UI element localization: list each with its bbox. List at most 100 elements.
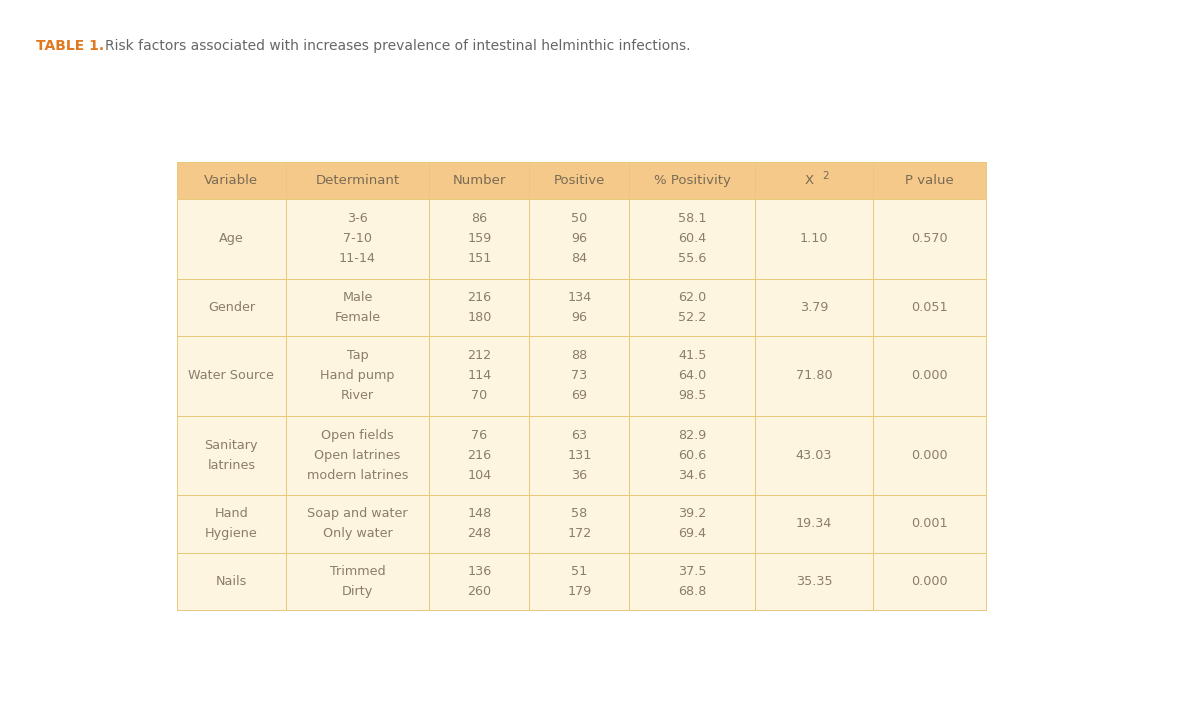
Text: Water Source: Water Source bbox=[189, 369, 275, 383]
Bar bbox=[529, 278, 629, 336]
Text: % Positivity: % Positivity bbox=[654, 175, 731, 187]
Bar bbox=[177, 278, 285, 336]
Text: 212
114
70: 212 114 70 bbox=[467, 350, 492, 402]
Bar bbox=[177, 416, 285, 495]
Text: 63
131
36: 63 131 36 bbox=[567, 429, 591, 482]
Bar bbox=[873, 163, 986, 199]
Bar bbox=[756, 336, 873, 416]
Bar bbox=[177, 163, 285, 199]
Bar bbox=[285, 336, 430, 416]
Bar bbox=[529, 199, 629, 278]
Bar bbox=[629, 278, 756, 336]
Text: Variable: Variable bbox=[204, 175, 258, 187]
Bar bbox=[177, 495, 285, 553]
Text: Hand
Hygiene: Hand Hygiene bbox=[205, 508, 258, 540]
Text: 0.000: 0.000 bbox=[911, 449, 948, 462]
Text: 37.5
68.8: 37.5 68.8 bbox=[678, 565, 707, 598]
Bar bbox=[285, 495, 430, 553]
Bar bbox=[756, 416, 873, 495]
Bar bbox=[873, 278, 986, 336]
Text: 216
180: 216 180 bbox=[467, 291, 492, 324]
Text: 76
216
104: 76 216 104 bbox=[467, 429, 492, 482]
Text: 0.051: 0.051 bbox=[911, 301, 948, 314]
Text: Positive: Positive bbox=[554, 175, 605, 187]
Bar bbox=[285, 416, 430, 495]
Text: Nails: Nails bbox=[216, 575, 247, 588]
Text: 58.1
60.4
55.6: 58.1 60.4 55.6 bbox=[678, 212, 707, 266]
Bar bbox=[629, 336, 756, 416]
Bar bbox=[756, 495, 873, 553]
Text: 3-6
7-10
11-14: 3-6 7-10 11-14 bbox=[339, 212, 376, 266]
Bar bbox=[430, 553, 529, 611]
Bar bbox=[285, 553, 430, 611]
Bar bbox=[873, 416, 986, 495]
Text: P value: P value bbox=[905, 175, 954, 187]
Text: 71.80: 71.80 bbox=[796, 369, 832, 383]
Bar bbox=[430, 278, 529, 336]
Bar bbox=[177, 199, 285, 278]
Text: 134
96: 134 96 bbox=[567, 291, 591, 324]
Bar bbox=[430, 199, 529, 278]
Text: Male
Female: Male Female bbox=[334, 291, 381, 324]
Bar bbox=[873, 553, 986, 611]
Text: Age: Age bbox=[219, 232, 244, 245]
Text: X: X bbox=[805, 175, 814, 187]
Text: Determinant: Determinant bbox=[315, 175, 400, 187]
Text: 62.0
52.2: 62.0 52.2 bbox=[678, 291, 707, 324]
Text: 82.9
60.6
34.6: 82.9 60.6 34.6 bbox=[678, 429, 707, 482]
Text: 0.570: 0.570 bbox=[911, 232, 948, 245]
Bar bbox=[629, 416, 756, 495]
Bar bbox=[430, 163, 529, 199]
Text: Open fields
Open latrines
modern latrines: Open fields Open latrines modern latrine… bbox=[307, 429, 408, 482]
Bar bbox=[529, 163, 629, 199]
Text: 0.000: 0.000 bbox=[911, 369, 948, 383]
Bar bbox=[529, 495, 629, 553]
Text: TABLE 1.: TABLE 1. bbox=[36, 39, 104, 53]
Text: 0.000: 0.000 bbox=[911, 575, 948, 588]
Text: 51
179: 51 179 bbox=[567, 565, 591, 598]
Text: 2: 2 bbox=[821, 172, 829, 182]
Bar bbox=[873, 336, 986, 416]
Text: 50
96
84: 50 96 84 bbox=[571, 212, 587, 266]
Bar bbox=[430, 336, 529, 416]
Bar bbox=[177, 336, 285, 416]
Bar bbox=[873, 495, 986, 553]
Text: 35.35: 35.35 bbox=[796, 575, 832, 588]
Bar bbox=[629, 553, 756, 611]
Text: 88
73
69: 88 73 69 bbox=[571, 350, 587, 402]
Bar bbox=[430, 495, 529, 553]
Bar bbox=[177, 553, 285, 611]
Bar bbox=[629, 199, 756, 278]
Bar bbox=[629, 163, 756, 199]
Text: Risk factors associated with increases prevalence of intestinal helminthic infec: Risk factors associated with increases p… bbox=[105, 39, 690, 53]
Text: 19.34: 19.34 bbox=[796, 517, 832, 531]
Bar bbox=[285, 199, 430, 278]
Text: 3.79: 3.79 bbox=[800, 301, 829, 314]
Bar bbox=[529, 336, 629, 416]
Bar bbox=[629, 495, 756, 553]
Bar bbox=[430, 416, 529, 495]
Text: Tap
Hand pump
River: Tap Hand pump River bbox=[320, 350, 395, 402]
Bar bbox=[756, 199, 873, 278]
Bar bbox=[756, 553, 873, 611]
Bar bbox=[756, 163, 873, 199]
Text: Soap and water
Only water: Soap and water Only water bbox=[307, 508, 408, 540]
Text: 58
172: 58 172 bbox=[567, 508, 591, 540]
Bar bbox=[756, 278, 873, 336]
Text: 1.10: 1.10 bbox=[800, 232, 829, 245]
Text: 41.5
64.0
98.5: 41.5 64.0 98.5 bbox=[678, 350, 707, 402]
Text: 0.001: 0.001 bbox=[911, 517, 948, 531]
Text: 148
248: 148 248 bbox=[467, 508, 492, 540]
Text: 39.2
69.4: 39.2 69.4 bbox=[678, 508, 707, 540]
Bar bbox=[873, 199, 986, 278]
Text: Trimmed
Dirty: Trimmed Dirty bbox=[330, 565, 386, 598]
Text: Sanitary
latrines: Sanitary latrines bbox=[204, 439, 258, 472]
Bar bbox=[529, 553, 629, 611]
Text: 136
260: 136 260 bbox=[467, 565, 492, 598]
Bar bbox=[285, 278, 430, 336]
Bar bbox=[285, 163, 430, 199]
Bar bbox=[529, 416, 629, 495]
Text: Gender: Gender bbox=[208, 301, 256, 314]
Text: 43.03: 43.03 bbox=[796, 449, 832, 462]
Text: 86
159
151: 86 159 151 bbox=[467, 212, 492, 266]
